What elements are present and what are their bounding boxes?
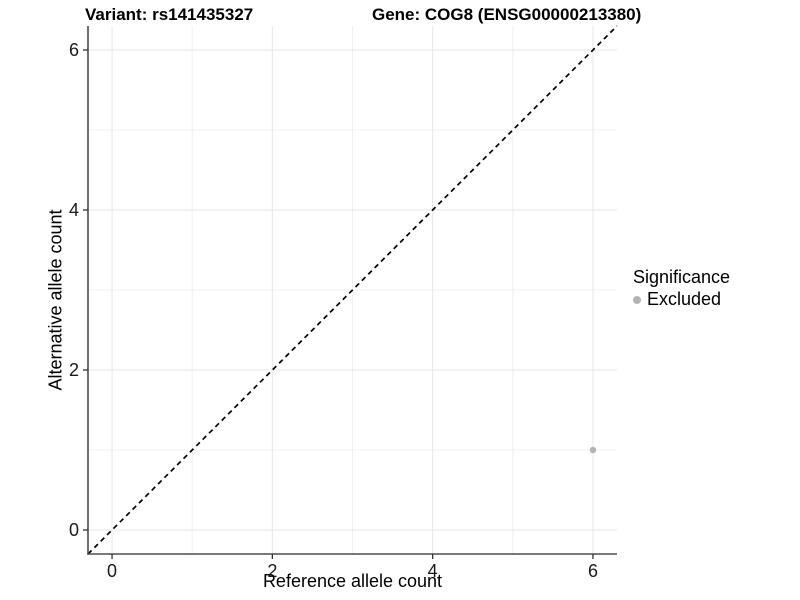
gene-title: Gene: COG8 (ENSG00000213380): [372, 5, 642, 24]
legend: Significance Excluded: [633, 266, 730, 310]
data-point: [589, 446, 597, 454]
legend-item-label: Excluded: [647, 289, 722, 309]
y-tick-label: 4: [69, 200, 79, 220]
legend-item-excluded: Excluded: [633, 289, 730, 310]
x-tick-label: 2: [267, 561, 277, 581]
y-tick-label: 0: [69, 520, 79, 540]
x-tick-label: 0: [107, 561, 117, 581]
x-axis-title: Reference allele count: [262, 571, 443, 591]
identity-dashed-line: [87, 25, 618, 555]
excluded-dot-icon: [633, 295, 641, 304]
variant-title: Variant: rs141435327: [85, 5, 254, 24]
x-tick-label: 6: [588, 561, 598, 581]
y-axis-title: Alternative allele count: [45, 209, 66, 391]
x-tick-label: 4: [428, 561, 438, 581]
y-tick-label: 6: [69, 40, 79, 60]
y-tick-label: 2: [69, 360, 79, 380]
legend-title: Significance: [633, 267, 731, 287]
